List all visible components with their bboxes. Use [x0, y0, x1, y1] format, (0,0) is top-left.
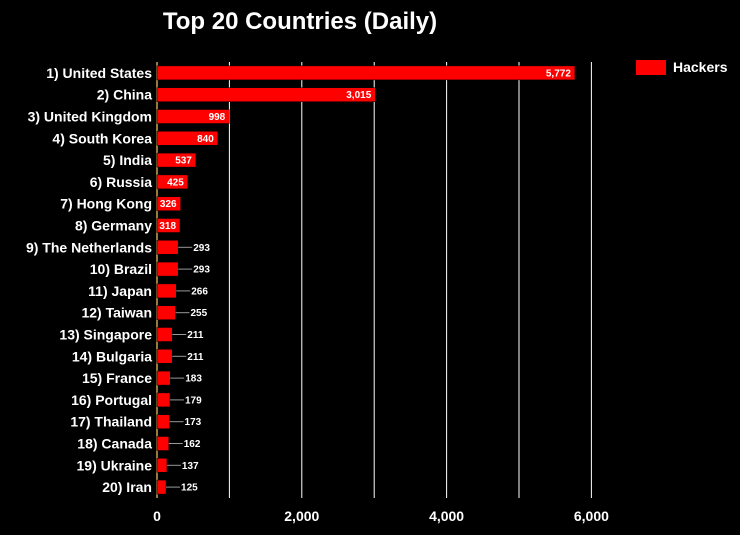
data-label: 3,015 [346, 90, 371, 101]
bar [156, 436, 169, 451]
grid-lines [156, 62, 592, 498]
data-label: 293 [193, 243, 210, 254]
data-label: 537 [175, 156, 192, 167]
bars: 5,772 3,015 998 840 537 425 326 318 293 293 266 255… [156, 65, 576, 495]
category-label: 17) Thailand [70, 414, 152, 430]
data-label: 211 [187, 330, 204, 341]
legend: Hackers [636, 59, 728, 75]
bar [156, 218, 181, 233]
bar [156, 87, 376, 102]
category-label: 16) Portugal [71, 392, 152, 408]
category-label: 10) Brazil [90, 261, 152, 277]
category-label: 4) South Korea [52, 130, 152, 146]
x-tick-label: 6,000 [574, 508, 609, 524]
bar [156, 479, 167, 495]
legend-label: Hackers [673, 59, 728, 75]
bar [156, 283, 177, 299]
category-label: 14) Bulgaria [72, 348, 152, 364]
bar [156, 131, 219, 146]
bar [156, 240, 179, 255]
data-label: 125 [181, 483, 198, 494]
bar [156, 349, 173, 364]
bar [156, 65, 576, 81]
bar [156, 370, 171, 386]
bar [156, 414, 170, 429]
category-label: 19) Ukraine [77, 457, 153, 473]
data-label: 840 [197, 134, 214, 145]
bar [156, 196, 181, 211]
data-label: 179 [185, 395, 202, 406]
data-label: 425 [167, 177, 184, 188]
bar [156, 109, 230, 124]
bar [156, 305, 176, 320]
data-label: 211 [187, 352, 204, 363]
data-label: 293 [193, 265, 210, 276]
bar [156, 392, 171, 408]
x-axis-ticks: 0 2,000 4,000 6,000 [153, 508, 609, 524]
category-label: 9) The Netherlands [26, 239, 152, 255]
category-label: 7) Hong Kong [60, 196, 152, 212]
bar [156, 152, 197, 168]
chart-title: Top 20 Countries (Daily) [162, 8, 438, 35]
data-label: 162 [184, 439, 201, 450]
category-label: 20) Iran [102, 479, 152, 495]
bar [156, 261, 179, 277]
data-label: 266 [191, 286, 208, 297]
category-label: 6) Russia [90, 174, 152, 190]
category-label: 12) Taiwan [81, 305, 152, 321]
bar [156, 327, 173, 342]
category-label: 1) United States [46, 65, 152, 81]
category-labels: 1) United States 2) China 3) United Kingdo… [26, 65, 152, 495]
data-label: 318 [159, 221, 176, 232]
category-label: 2) China [97, 87, 152, 103]
data-label: 326 [160, 199, 177, 210]
data-label: 137 [182, 461, 199, 472]
x-tick-label: 4,000 [429, 508, 464, 524]
x-tick-label: 0 [153, 508, 161, 524]
category-label: 13) Singapore [59, 327, 152, 343]
bar [156, 458, 168, 473]
bar [156, 174, 189, 190]
category-label: 3) United Kingdom [28, 109, 152, 125]
category-label: 11) Japan [88, 283, 152, 299]
data-label: 183 [185, 374, 202, 385]
data-label: 173 [185, 417, 202, 428]
data-label: 998 [209, 112, 226, 123]
data-label: 255 [190, 308, 207, 319]
category-label: 18) Canada [77, 436, 152, 452]
legend-swatch [636, 59, 666, 75]
category-label: 5) India [103, 152, 152, 168]
category-label: 15) France [82, 370, 152, 386]
data-label: 5,772 [546, 68, 571, 79]
x-tick-label: 2,000 [284, 508, 319, 524]
category-label: 8) Germany [75, 218, 152, 234]
